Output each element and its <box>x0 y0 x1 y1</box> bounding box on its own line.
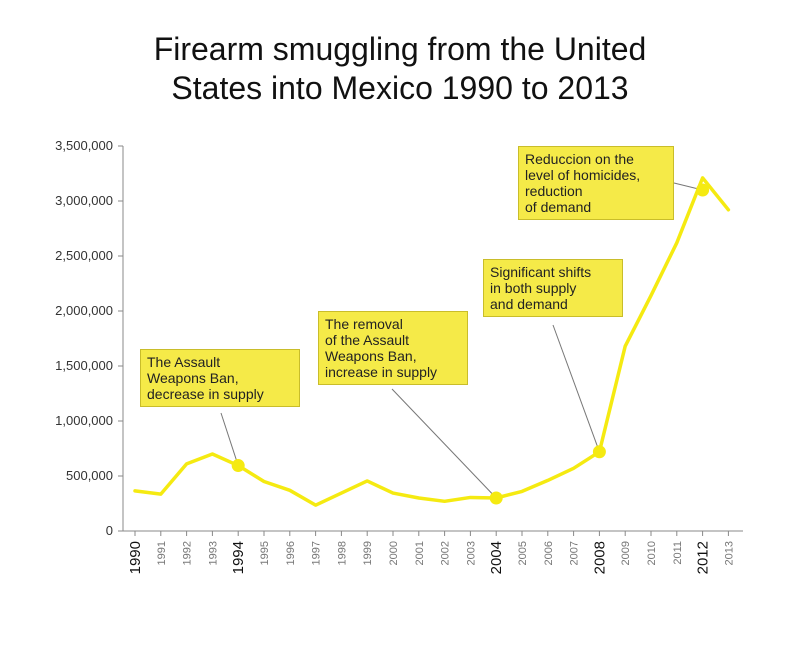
highlight-point-1994 <box>231 459 245 473</box>
x-tick-label: 2002 <box>440 541 452 565</box>
y-tick-label: 3,000,000 <box>55 193 113 208</box>
y-tick-label: 3,500,000 <box>55 138 113 153</box>
x-tick-label: 2003 <box>465 541 477 565</box>
y-tick-label: 1,500,000 <box>55 358 113 373</box>
x-tick-label: 1998 <box>336 541 348 565</box>
chart-title: Firearm smuggling from the United States… <box>0 30 800 108</box>
annotation-1994: The Assault Weapons Ban, decrease in sup… <box>140 349 300 407</box>
y-tick-label: 500,000 <box>66 468 113 483</box>
chart-title-line-2: States into Mexico 1990 to 2013 <box>171 70 629 106</box>
annotation-2004: The removal of the Assault Weapons Ban, … <box>318 311 468 385</box>
x-tick-label: 2006 <box>543 541 555 565</box>
x-tick-label: 1999 <box>362 541 374 565</box>
x-tick-label: 1995 <box>259 541 271 565</box>
x-tick-label: 2013 <box>723 541 735 565</box>
y-tick-label: 2,500,000 <box>55 248 113 263</box>
annotation-leader <box>552 324 600 452</box>
x-tick-label: 2012 <box>695 541 712 574</box>
x-tick-label: 2009 <box>620 541 632 565</box>
x-tick-label: 1992 <box>182 541 194 565</box>
annotation-2012: Reduccion on the level of homicides, red… <box>518 146 674 220</box>
chart-title-line-1: Firearm smuggling from the United <box>153 31 647 67</box>
annotation-leader <box>391 388 497 499</box>
x-tick-label: 2010 <box>646 541 658 565</box>
x-tick-label: 2007 <box>569 541 581 565</box>
x-tick-label: 2011 <box>672 541 684 565</box>
highlight-point-2008 <box>592 445 606 459</box>
y-tick-label: 2,000,000 <box>55 303 113 318</box>
x-tick-label: 1993 <box>207 541 219 565</box>
x-tick-label: 2005 <box>517 541 529 565</box>
x-tick-label: 1996 <box>285 541 297 565</box>
x-tick-label: 2000 <box>388 541 400 565</box>
y-tick-label: 1,000,000 <box>55 413 113 428</box>
x-tick-label: 1990 <box>127 541 144 574</box>
x-tick-label: 2001 <box>414 541 426 565</box>
x-tick-label: 1991 <box>156 541 168 565</box>
x-tick-label: 2008 <box>591 541 608 574</box>
x-tick-label: 1997 <box>311 541 323 565</box>
annotation-2008: Significant shifts in both supply and de… <box>483 259 623 317</box>
x-tick-label: 2004 <box>488 541 505 574</box>
x-tick-label: 1994 <box>230 541 247 574</box>
highlight-point-2012 <box>696 183 710 197</box>
highlight-point-2004 <box>489 491 503 505</box>
y-tick-label: 0 <box>106 523 113 538</box>
annotation-leader <box>220 412 239 466</box>
